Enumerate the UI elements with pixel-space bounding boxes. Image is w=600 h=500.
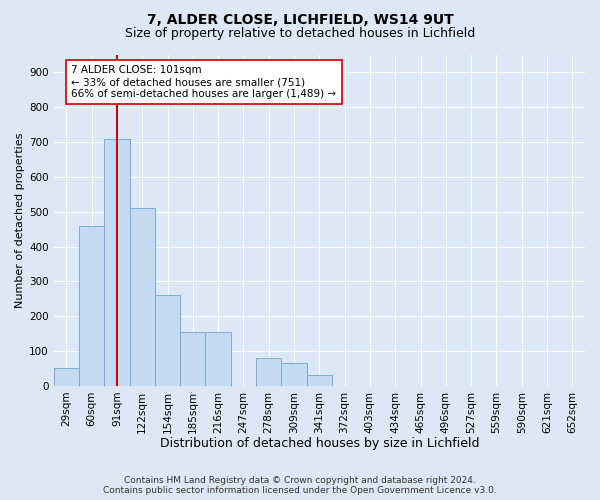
Bar [256, 358, 281, 386]
Bar [180, 332, 205, 386]
Y-axis label: Number of detached properties: Number of detached properties [15, 132, 25, 308]
Text: Size of property relative to detached houses in Lichfield: Size of property relative to detached ho… [125, 28, 475, 40]
Bar [104, 138, 130, 386]
Text: 7 ALDER CLOSE: 101sqm
← 33% of detached houses are smaller (751)
66% of semi-det: 7 ALDER CLOSE: 101sqm ← 33% of detached … [71, 66, 337, 98]
Bar [130, 208, 155, 386]
Bar [53, 368, 79, 386]
Text: Contains HM Land Registry data © Crown copyright and database right 2024.
Contai: Contains HM Land Registry data © Crown c… [103, 476, 497, 495]
Bar [307, 376, 332, 386]
Text: 7, ALDER CLOSE, LICHFIELD, WS14 9UT: 7, ALDER CLOSE, LICHFIELD, WS14 9UT [146, 12, 454, 26]
Bar [205, 332, 231, 386]
Bar [79, 226, 104, 386]
Bar [155, 296, 180, 386]
Bar [281, 363, 307, 386]
X-axis label: Distribution of detached houses by size in Lichfield: Distribution of detached houses by size … [160, 437, 479, 450]
